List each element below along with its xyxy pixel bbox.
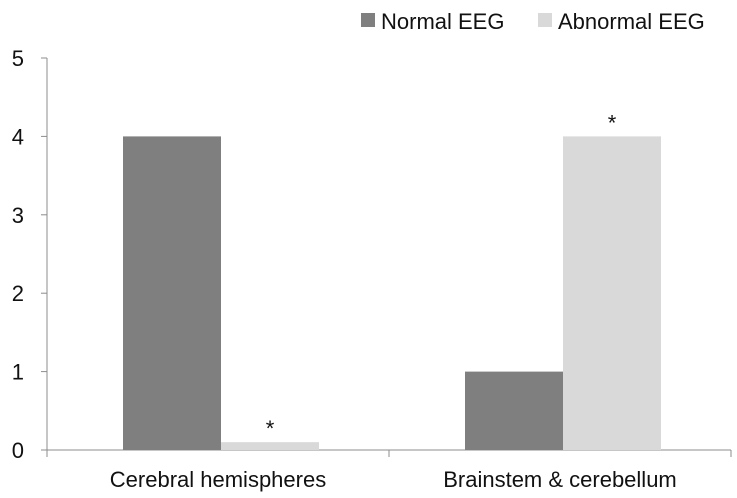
y-tick-label: 2 <box>12 281 24 306</box>
annotations: ** <box>266 110 617 441</box>
legend-label-normal-eeg: Normal EEG <box>381 9 504 34</box>
bar-normal-eeg <box>123 136 221 450</box>
y-tick-label: 0 <box>12 438 24 463</box>
y-tick-label: 4 <box>12 124 24 149</box>
legend: Normal EEG Abnormal EEG <box>361 9 705 34</box>
bars <box>123 136 661 450</box>
bar-abnormal-eeg <box>221 442 319 450</box>
y-tick-label: 3 <box>12 203 24 228</box>
x-category-label: Cerebral hemispheres <box>110 467 326 492</box>
legend-label-abnormal-eeg: Abnormal EEG <box>558 9 705 34</box>
x-category-label: Brainstem & cerebellum <box>443 467 677 492</box>
axis-labels: 0 1 2 3 4 5 Cerebral hemispheres Brainstem & ce… <box>12 46 677 492</box>
bar-abnormal-eeg <box>563 136 661 450</box>
y-tick-label: 5 <box>12 46 24 71</box>
bar-normal-eeg <box>465 371 563 450</box>
significance-marker: * <box>266 416 275 441</box>
significance-marker: * <box>608 110 617 135</box>
y-tick-label: 1 <box>12 360 24 385</box>
legend-swatch-abnormal-eeg <box>538 13 552 27</box>
legend-swatch-normal-eeg <box>361 13 375 27</box>
